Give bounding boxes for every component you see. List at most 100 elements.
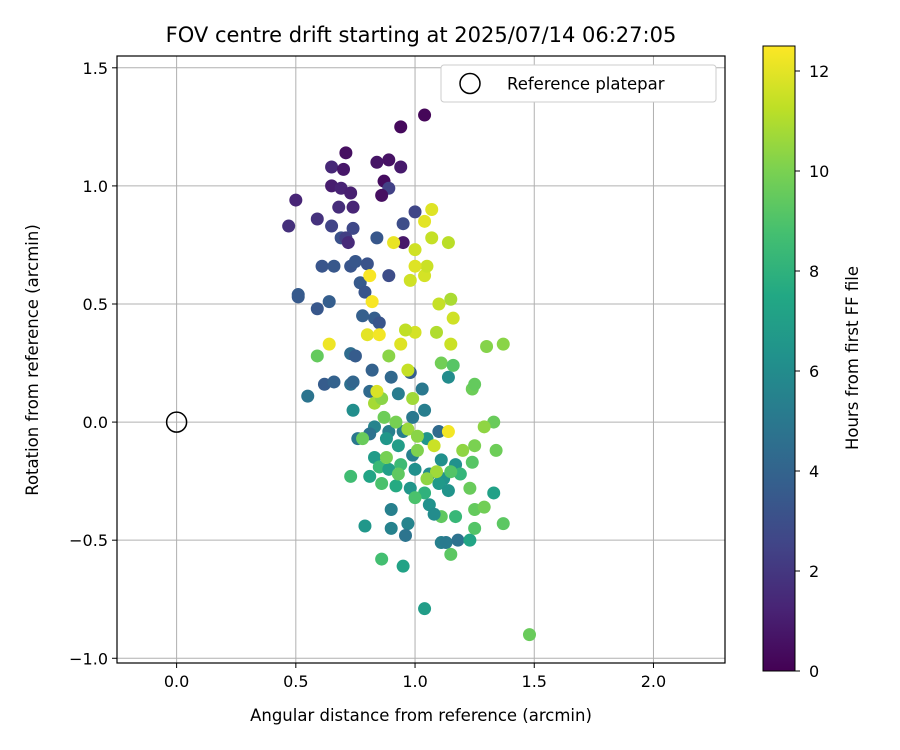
data-point <box>425 231 439 245</box>
data-point <box>289 193 303 207</box>
data-point <box>451 533 465 547</box>
data-point <box>363 469 377 483</box>
data-points <box>282 108 536 642</box>
colorbar-tick-label: 0 <box>809 662 819 681</box>
data-point <box>322 295 336 309</box>
data-point <box>432 297 446 311</box>
data-point <box>429 465 443 479</box>
data-point <box>408 259 422 273</box>
data-point <box>382 269 396 283</box>
data-point <box>389 479 403 493</box>
chart-title: FOV centre drift starting at 2025/07/14 … <box>166 23 677 47</box>
data-point <box>418 108 432 122</box>
x-axis-label: Angular distance from reference (arcmin) <box>250 706 592 725</box>
data-point <box>327 375 341 389</box>
data-point <box>382 349 396 363</box>
data-point <box>360 328 374 342</box>
data-point <box>384 502 398 516</box>
data-point <box>463 481 477 495</box>
data-point <box>327 259 341 273</box>
colorbar-tick-label: 2 <box>809 562 819 581</box>
data-point <box>408 243 422 257</box>
data-point <box>391 387 405 401</box>
data-point <box>496 337 510 351</box>
data-point <box>348 254 362 268</box>
data-point <box>439 536 453 550</box>
data-point <box>346 403 360 417</box>
data-point <box>425 203 439 217</box>
data-point <box>375 188 389 202</box>
data-point <box>408 491 422 505</box>
data-point <box>441 236 455 250</box>
data-point <box>427 439 441 453</box>
data-point <box>356 309 370 323</box>
y-tick-label: −1.0 <box>69 649 108 668</box>
data-point <box>370 231 384 245</box>
data-point <box>325 219 339 233</box>
y-tick-label: 0.5 <box>83 295 108 314</box>
data-point <box>432 425 446 439</box>
colorbar-label: Hours from first FF file <box>843 266 862 450</box>
data-point <box>360 257 374 271</box>
data-point <box>441 425 455 439</box>
data-point <box>418 214 432 228</box>
data-point <box>406 391 420 405</box>
data-point <box>346 200 360 214</box>
data-point <box>522 628 536 642</box>
data-point <box>449 510 463 524</box>
data-point <box>444 547 458 561</box>
data-point <box>418 602 432 616</box>
data-point <box>301 389 315 403</box>
legend: Reference platepar <box>440 64 717 103</box>
y-tick-label: 0.0 <box>83 413 108 432</box>
legend-entry-label: Reference platepar <box>507 75 665 94</box>
data-point <box>410 443 424 457</box>
data-point <box>339 146 353 160</box>
data-point <box>384 521 398 535</box>
data-point <box>496 517 510 531</box>
data-point <box>291 290 305 304</box>
data-point <box>375 552 389 566</box>
data-point <box>401 422 415 436</box>
data-point <box>348 349 362 363</box>
data-point <box>370 384 384 398</box>
data-point <box>344 469 358 483</box>
data-point <box>434 453 448 467</box>
data-point <box>375 476 389 490</box>
data-point <box>365 363 379 377</box>
x-axis-ticks: 0.0 0.5 1.0 1.5 2.0 <box>164 663 666 691</box>
data-point <box>403 273 417 287</box>
data-point <box>480 340 494 354</box>
grid-lines <box>117 56 725 663</box>
data-point <box>406 410 420 424</box>
data-point <box>415 382 429 396</box>
legend-box <box>440 64 717 103</box>
data-point <box>363 269 377 283</box>
data-point <box>344 186 358 200</box>
data-point <box>346 221 360 235</box>
data-point <box>444 465 458 479</box>
y-axis-ticks: −1.0 −0.5 0.0 0.5 1.0 1.5 <box>69 59 117 668</box>
reference-marker-group <box>165 411 188 433</box>
data-point <box>441 484 455 498</box>
data-point <box>310 349 324 363</box>
colorbar-tick-label: 4 <box>809 462 819 481</box>
data-point <box>468 377 482 391</box>
data-point <box>463 533 477 547</box>
data-point <box>399 528 413 542</box>
data-point <box>401 517 415 531</box>
data-point <box>346 375 360 389</box>
y-tick-label: −0.5 <box>69 531 108 550</box>
data-point <box>391 439 405 453</box>
data-point <box>487 486 501 500</box>
reference-platepar-marker <box>165 411 188 433</box>
data-point <box>356 432 370 446</box>
data-point <box>408 205 422 219</box>
data-point <box>401 363 415 377</box>
y-axis-label: Rotation from reference (arcmin) <box>23 224 42 496</box>
data-point <box>379 451 393 465</box>
legend-reference-marker <box>459 72 481 95</box>
data-point <box>396 559 410 573</box>
data-point <box>396 217 410 231</box>
data-point <box>410 429 424 443</box>
